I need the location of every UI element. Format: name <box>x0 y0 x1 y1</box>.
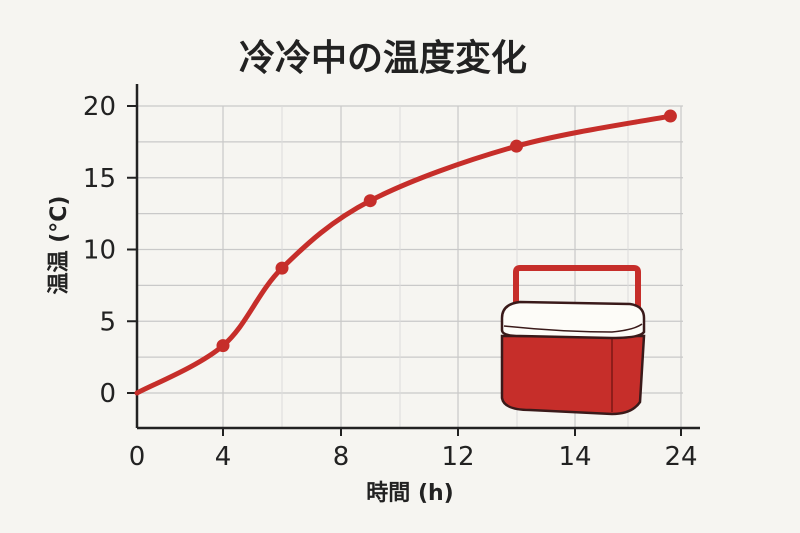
data-point <box>510 139 523 153</box>
y-tick-label: 5 <box>99 307 116 337</box>
cooler-box-icon <box>500 265 646 416</box>
data-point <box>216 339 230 353</box>
x-tick-label: 4 <box>215 442 232 472</box>
y-axis-label: 温温 (°C) <box>47 196 72 295</box>
cooler-lid-seam <box>503 323 643 333</box>
data-point <box>663 109 677 123</box>
y-tick-label: 15 <box>83 164 116 194</box>
x-tick-label: 24 <box>664 442 697 472</box>
cooler-handle <box>513 265 641 318</box>
y-tick-label: 10 <box>83 236 116 266</box>
cooler-lid <box>500 300 646 340</box>
x-tick-label: 14 <box>558 442 591 472</box>
chart-title: 冷冷中の温度変化 <box>239 37 527 79</box>
x-tick-label: 0 <box>129 442 146 472</box>
data-point <box>275 261 289 275</box>
x-tick-label: 12 <box>441 442 474 472</box>
x-axis-label: 時間 (h) <box>366 481 453 506</box>
data-point <box>363 194 377 208</box>
y-tick-label: 20 <box>83 92 116 122</box>
cooler-body <box>500 334 646 416</box>
x-tick-label: 8 <box>333 442 350 472</box>
axes <box>127 84 700 436</box>
tick-labels: 0 4 8 12 14 24 0 5 10 15 20 <box>83 92 698 472</box>
series <box>134 109 677 396</box>
y-tick-label: 0 <box>99 379 116 409</box>
